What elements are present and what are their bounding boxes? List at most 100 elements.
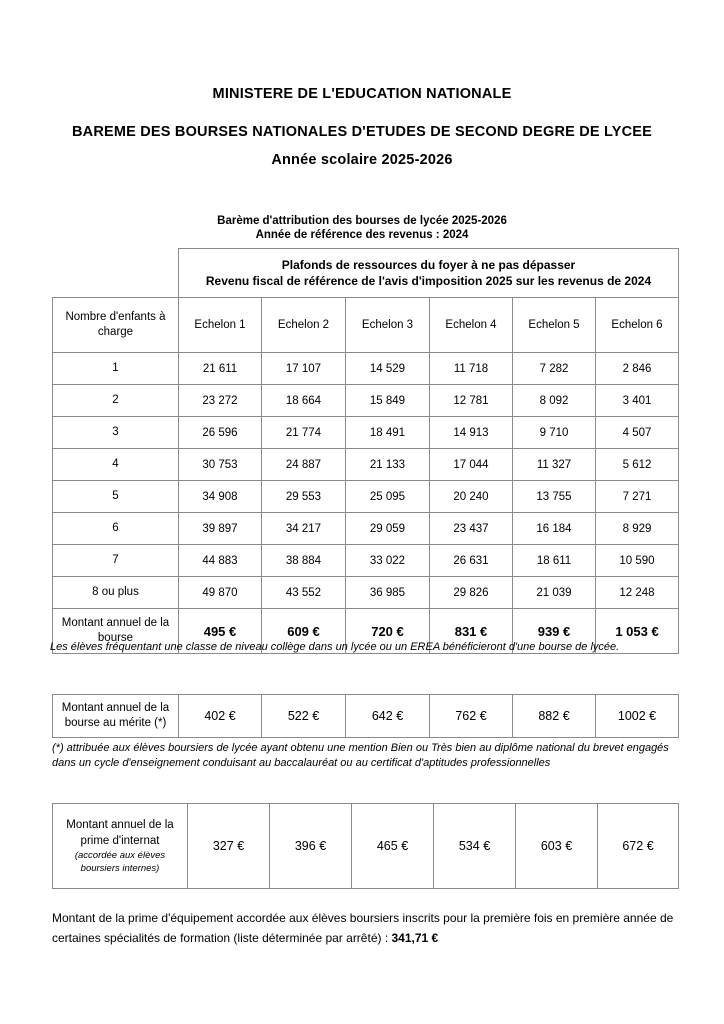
boarding-amount-cell: 465 € xyxy=(351,803,434,889)
equipment-allowance-text: Montant de la prime d'équipement accordé… xyxy=(52,911,674,945)
annual-amount-cell: 720 € xyxy=(345,608,430,654)
table-cell: 11 718 xyxy=(429,352,513,385)
table-cell: 25 095 xyxy=(345,480,430,513)
table-cell: 29 553 xyxy=(261,480,346,513)
row-label: 6 xyxy=(52,512,179,545)
row-label-annual-amount: Montant annuel de la bourse xyxy=(52,608,179,654)
row-label: 3 xyxy=(52,416,179,449)
boarding-amount-cell: 672 € xyxy=(597,803,679,889)
table-cell: 44 883 xyxy=(178,544,262,577)
column-header-echelon-5: Echelon 5 xyxy=(512,297,596,353)
table-cell: 49 870 xyxy=(178,576,262,609)
boarding-amount-cell: 534 € xyxy=(433,803,516,889)
annual-amount-cell: 609 € xyxy=(261,608,346,654)
column-header-echelon-2: Echelon 2 xyxy=(261,297,346,353)
merit-amount-cell: 882 € xyxy=(512,694,596,738)
table-cell: 23 272 xyxy=(178,384,262,417)
merit-amount-cell: 1002 € xyxy=(595,694,679,738)
table-cell: 10 590 xyxy=(595,544,679,577)
note-college-level-students: Les élèves fréquentant une classe de niv… xyxy=(50,641,620,653)
main-table-caption: Barème d'attribution des bourses de lycé… xyxy=(0,214,724,242)
row-label: 1 xyxy=(52,352,179,385)
school-year-subtitle: Année scolaire 2025-2026 xyxy=(271,152,453,168)
table-cell: 34 217 xyxy=(261,512,346,545)
table-cell: 14 913 xyxy=(429,416,513,449)
table-cell: 34 908 xyxy=(178,480,262,513)
table-cell: 18 491 xyxy=(345,416,430,449)
table-cell: 30 753 xyxy=(178,448,262,481)
table-row-merit-amount: Montant annuel de la bourse au mérite (*… xyxy=(52,694,679,738)
note-merit-scholarship: (*) attribuée aux élèves boursiers de ly… xyxy=(52,742,669,769)
row-label-boarding: Montant annuel de la prime d'internat (a… xyxy=(52,803,188,889)
table-cell: 26 631 xyxy=(429,544,513,577)
table-cell: 14 529 xyxy=(345,352,430,385)
row-sublabel-boarding-line2: boursiers internes) xyxy=(80,863,160,874)
table-cell: 15 849 xyxy=(345,384,430,417)
document-main-title: BAREME DES BOURSES NATIONALES D'ETUDES D… xyxy=(71,124,653,140)
ministry-title: MINISTERE DE L'EDUCATION NATIONALE xyxy=(212,86,512,102)
boarding-amount-cell: 327 € xyxy=(187,803,270,889)
column-header-echelon-3: Echelon 3 xyxy=(345,297,430,353)
table-row: 1 21 611 17 107 14 529 11 718 7 282 2 84… xyxy=(52,352,679,385)
row-label-boarding-line2: prime d'internat xyxy=(80,835,160,847)
boarding-allowance-table: Montant annuel de la prime d'internat (a… xyxy=(52,803,679,889)
ceiling-span-header: Plafonds de ressources du foyer à ne pas… xyxy=(178,248,679,298)
row-header-children-count: Nombre d'enfants à charge xyxy=(52,297,179,353)
table-row-boarding-amount: Montant annuel de la prime d'internat (a… xyxy=(52,803,679,889)
table-cell: 18 611 xyxy=(512,544,596,577)
row-label: 8 ou plus xyxy=(52,576,179,609)
table-cell: 11 327 xyxy=(512,448,596,481)
row-label-merit: Montant annuel de la bourse au mérite (*… xyxy=(52,694,179,738)
table-cell: 43 552 xyxy=(261,576,346,609)
table-cell: 9 710 xyxy=(512,416,596,449)
table-cell: 33 022 xyxy=(345,544,430,577)
equipment-allowance-amount: 341,71 € xyxy=(391,931,439,945)
scholarship-ceilings-table: Plafonds de ressources du foyer à ne pas… xyxy=(52,248,679,654)
row-label: 2 xyxy=(52,384,179,417)
table-row: 5 34 908 29 553 25 095 20 240 13 755 7 2… xyxy=(52,480,679,513)
table-cell: 12 781 xyxy=(429,384,513,417)
empty-corner-cell xyxy=(52,248,179,298)
merit-amount-cell: 402 € xyxy=(178,694,262,738)
table-cell: 39 897 xyxy=(178,512,262,545)
row-label: 7 xyxy=(52,544,179,577)
boarding-amount-cell: 396 € xyxy=(269,803,352,889)
column-header-echelon-1: Echelon 1 xyxy=(178,297,262,353)
equipment-allowance-paragraph: Montant de la prime d'équipement accordé… xyxy=(52,908,684,948)
merit-amount-cell: 762 € xyxy=(429,694,513,738)
table-cell: 21 039 xyxy=(512,576,596,609)
merit-scholarship-table: Montant annuel de la bourse au mérite (*… xyxy=(52,694,679,738)
main-table-caption-line2: Année de référence des revenus : 2024 xyxy=(255,229,469,241)
table-cell: 8 092 xyxy=(512,384,596,417)
merit-amount-cell: 522 € xyxy=(261,694,346,738)
table-cell: 16 184 xyxy=(512,512,596,545)
row-sublabel-boarding-line1: (accordée aux élèves xyxy=(74,850,166,861)
ceiling-span-header-line2: Revenu fiscal de référence de l'avis d'i… xyxy=(205,274,652,288)
table-cell: 20 240 xyxy=(429,480,513,513)
column-header-echelon-6: Echelon 6 xyxy=(595,297,679,353)
table-row: 2 23 272 18 664 15 849 12 781 8 092 3 40… xyxy=(52,384,679,417)
table-cell: 2 846 xyxy=(595,352,679,385)
table-cell: 8 929 xyxy=(595,512,679,545)
table-row: 8 ou plus 49 870 43 552 36 985 29 826 21… xyxy=(52,576,679,609)
annual-amount-cell: 1 053 € xyxy=(595,608,679,654)
table-cell: 17 107 xyxy=(261,352,346,385)
table-cell: 29 826 xyxy=(429,576,513,609)
table-cell: 21 133 xyxy=(345,448,430,481)
table-cell: 3 401 xyxy=(595,384,679,417)
table-cell: 7 271 xyxy=(595,480,679,513)
merit-amount-cell: 642 € xyxy=(345,694,430,738)
ceiling-span-header-line1: Plafonds de ressources du foyer à ne pas… xyxy=(281,258,576,272)
table-cell: 29 059 xyxy=(345,512,430,545)
table-cell: 26 596 xyxy=(178,416,262,449)
row-label: 4 xyxy=(52,448,179,481)
table-row: 7 44 883 38 884 33 022 26 631 18 611 10 … xyxy=(52,544,679,577)
table-cell: 21 774 xyxy=(261,416,346,449)
row-label-boarding-line1: Montant annuel de la xyxy=(66,819,174,831)
main-table-caption-line1: Barème d'attribution des bourses de lycé… xyxy=(217,215,507,227)
table-row-span-header: Plafonds de ressources du foyer à ne pas… xyxy=(52,248,679,298)
table-row: 3 26 596 21 774 18 491 14 913 9 710 4 50… xyxy=(52,416,679,449)
table-cell: 18 664 xyxy=(261,384,346,417)
table-row-annual-amount: Montant annuel de la bourse 495 € 609 € … xyxy=(52,608,679,654)
